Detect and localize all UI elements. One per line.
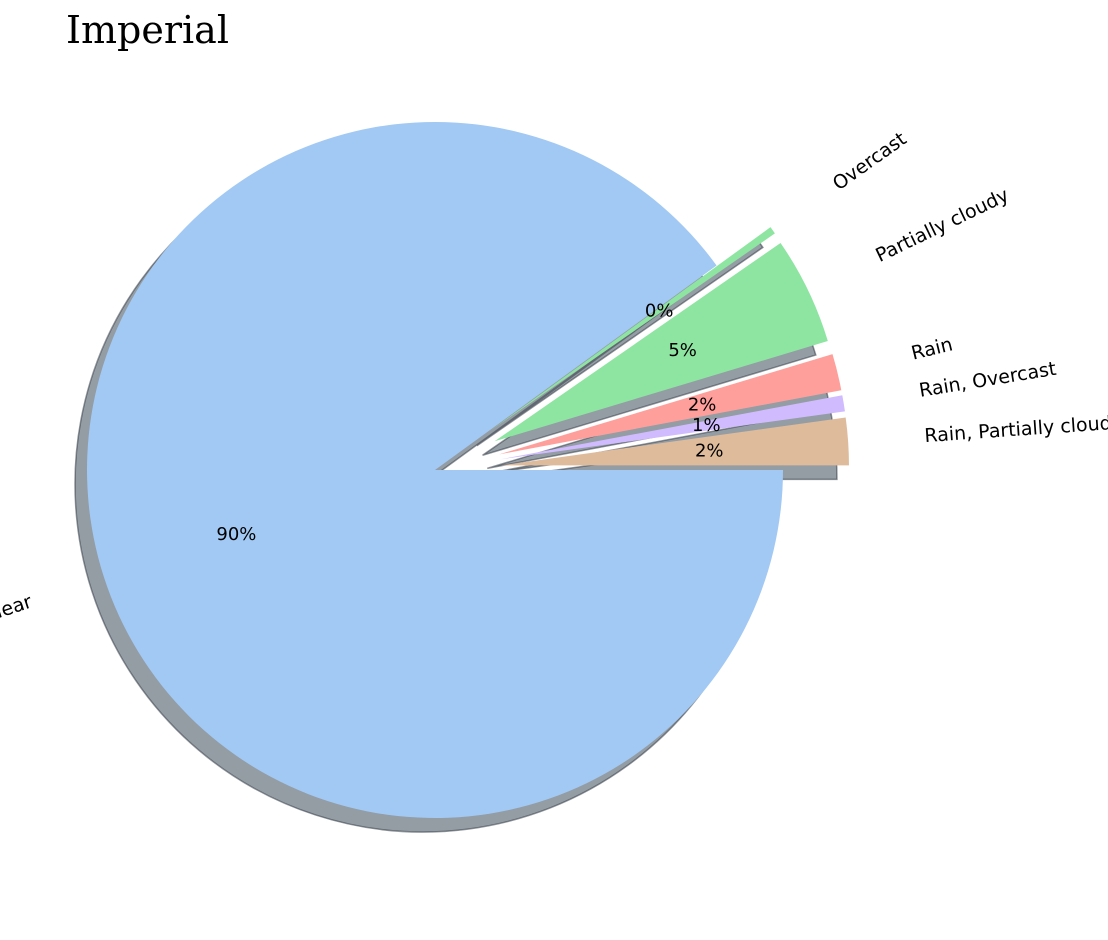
- slice-clear: [87, 122, 784, 819]
- pct-label-clear: 90%: [216, 524, 256, 545]
- pct-label-rain: 2%: [688, 394, 717, 415]
- category-label-rain-overcast: Rain, Overcast: [917, 358, 1057, 402]
- pct-label-rain-overcast: 1%: [692, 415, 721, 436]
- pct-label-overcast: 0%: [645, 300, 674, 321]
- pct-label-rain-partially-cloudy: 2%: [695, 441, 724, 462]
- slice-layer: [87, 122, 849, 819]
- category-label-rain-partially-cloudy: Rain, Partially cloudy: [924, 411, 1108, 447]
- chart-title: Imperial: [66, 8, 229, 52]
- slice-partially-cloudy: [494, 242, 828, 442]
- slice-rain-overcast: [500, 395, 845, 460]
- slice-rain: [499, 354, 842, 455]
- pct-label-partially-cloudy: 5%: [668, 340, 697, 361]
- category-label-overcast: Overcast: [829, 128, 911, 195]
- category-label-rain: Rain: [909, 333, 955, 364]
- slice-rain-partially-cloudy: [500, 417, 849, 466]
- category-label-clear: Clear: [0, 591, 35, 627]
- slice-overcast: [488, 227, 775, 432]
- category-label-partially-cloudy: Partially cloudy: [872, 184, 1012, 267]
